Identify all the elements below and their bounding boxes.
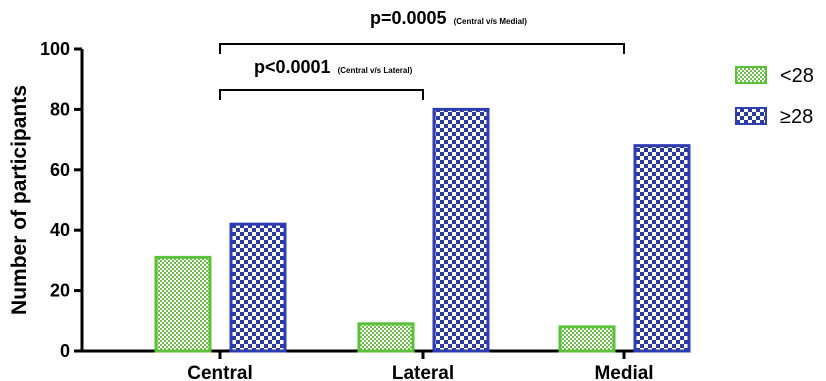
x-tick-label: Lateral [392, 363, 454, 381]
x-tick-label: Medial [594, 363, 653, 381]
significance-label: p<0.0001 (Central v/s Lateral) [254, 57, 413, 77]
significance-bracket [219, 89, 424, 100]
axes: 0 20 40 60 80 100 Central Lateral Medial Number o… [8, 39, 680, 381]
y-axis-label: Number of participants [8, 85, 31, 315]
y-tick-label: 40 [50, 220, 70, 240]
y-tick-label: 80 [50, 99, 70, 119]
bar-lt28-lateral [357, 322, 415, 353]
legend: <28 ≥28 [735, 65, 814, 128]
legend-label-ge28: ≥28 [780, 106, 813, 128]
bars [154, 107, 691, 353]
comparison-text: (Central v/s Lateral) [338, 66, 413, 75]
significance-annotations: p=0.0005 (Central v/s Medial) p<0.0001 (Cen… [219, 8, 625, 100]
bar-ge28-lateral [432, 107, 490, 353]
legend-swatch-lt28 [735, 66, 767, 84]
y-tick-label: 100 [40, 39, 70, 59]
significance-bracket [219, 43, 625, 54]
significance-label: p=0.0005 (Central v/s Medial) [370, 8, 527, 28]
legend-swatch-ge28 [735, 107, 767, 125]
p-value-text: p=0.0005 [370, 8, 447, 28]
bar-ge28-medial [633, 144, 691, 353]
p-value-text: p<0.0001 [254, 57, 331, 77]
bar-lt28-central [154, 255, 212, 353]
bar-ge28-central [229, 222, 287, 353]
y-tick-label: 60 [50, 160, 70, 180]
comparison-text: (Central v/s Medial) [454, 17, 528, 26]
y-tick-label: 0 [60, 341, 70, 361]
y-tick-label: 20 [50, 281, 70, 301]
x-tick-label: Central [187, 363, 252, 381]
bar-lt28-medial [558, 325, 616, 353]
legend-label-lt28: <28 [780, 65, 814, 87]
